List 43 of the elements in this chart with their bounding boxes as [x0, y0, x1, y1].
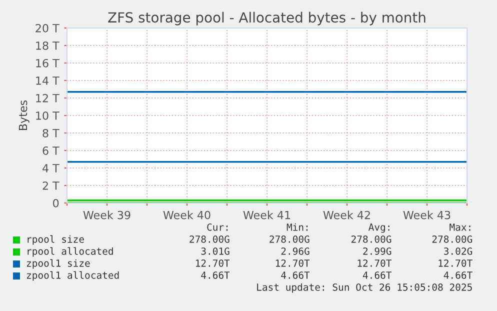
y-tick-label: 8 T [42, 128, 60, 138]
text: 12.70T [276, 259, 310, 267]
text: 4.66T [444, 271, 472, 279]
y-tick-label: 6 T [42, 146, 60, 155]
x-tick-label: Week 39 [83, 210, 130, 220]
text: 3.01G [201, 247, 230, 255]
text: 4.66T [362, 271, 392, 279]
legend-label: rpool allocated [28, 247, 113, 257]
x-tick-label: Week 41 [243, 210, 290, 220]
text: 3.02G [444, 247, 472, 255]
y-tick-label: 14 T [36, 76, 60, 85]
chart-title: ZFS storage pool - Allocated bytes - by month [108, 12, 426, 26]
text: 12.70T [358, 259, 392, 267]
y-axis-title: Bytes [18, 100, 30, 130]
text: 4.66T [281, 271, 310, 279]
y-tick-label: 16 T [36, 58, 60, 68]
y-tick-label: 2 T [42, 181, 60, 190]
text: Max: [450, 224, 470, 231]
y-tick-label: 10 T [36, 111, 60, 120]
text: 278.00G [432, 235, 472, 243]
y-tick-label: 12 T [36, 94, 60, 102]
text: 278.00G [270, 235, 310, 243]
legend-label: zpool1 allocated [26, 271, 119, 281]
x-tick-label: Week 43 [403, 210, 450, 220]
text: 4.66T [201, 271, 230, 279]
y-tick-label: 0 [53, 198, 59, 208]
text: 278.00G [351, 235, 392, 243]
text: Avg: [368, 224, 390, 233]
x-tick-label: Week 40 [163, 210, 210, 220]
y-tick-label: 18 T [36, 41, 60, 50]
legend-label: zpool1 size [26, 259, 90, 269]
text: 2.99G [363, 247, 392, 255]
y-tick-label: 20 T [36, 24, 60, 32]
text: Cur: [207, 223, 228, 231]
x-tick-label: Week 42 [323, 210, 370, 220]
y-tick-label: 4 T [42, 164, 60, 172]
legend-label: rpool size [28, 235, 84, 245]
text: 12.70T [196, 259, 230, 267]
text: Last update: Sun Oct 26 15:05:08 2025 [257, 283, 472, 293]
text: 278.00G [190, 235, 230, 243]
text: Min: [286, 223, 308, 231]
text: 2.96G [281, 247, 310, 255]
text: 12.70T [438, 259, 472, 267]
